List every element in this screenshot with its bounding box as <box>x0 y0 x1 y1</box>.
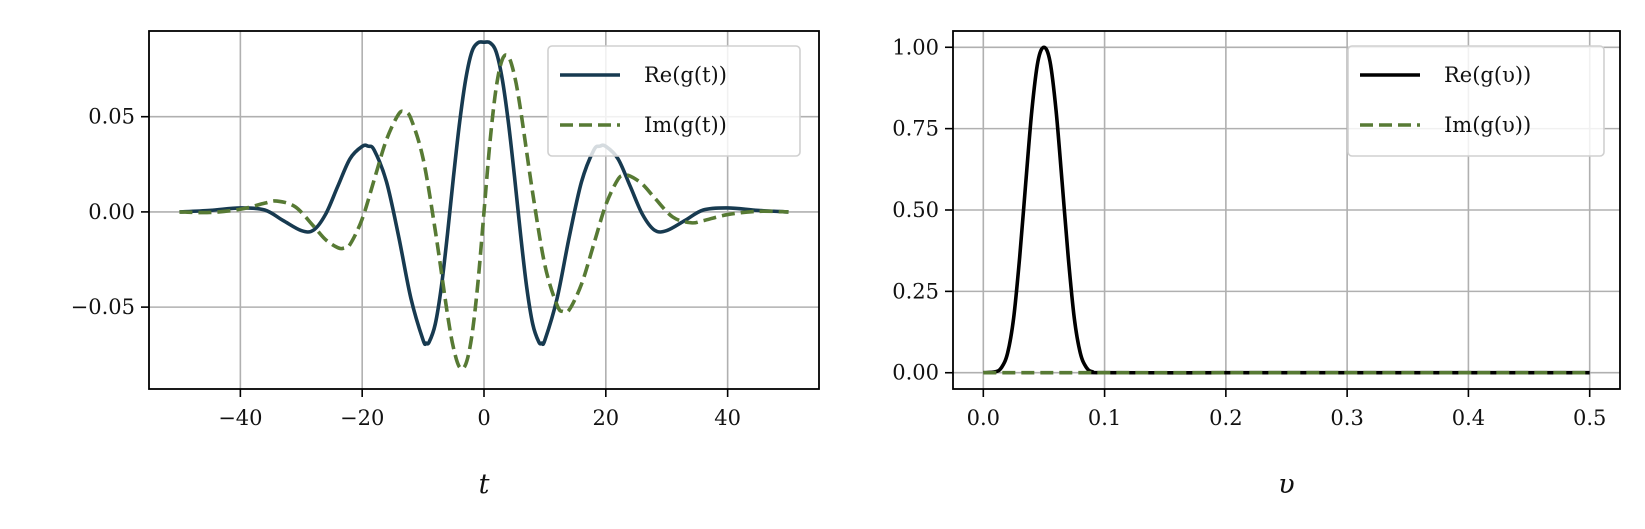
x-tick-label: 0.3 <box>1330 406 1363 430</box>
y-tick-label: 0.00 <box>88 200 135 224</box>
legend-label-2: Im(g(t)) <box>644 113 727 137</box>
y-tick-label: −0.05 <box>71 295 135 319</box>
x-tick-label: 20 <box>592 406 619 430</box>
chart-left: −40 −20 0 20 40 −0.05 0.00 0.05 t Re(g(t)) Im(g(t)… <box>71 30 820 500</box>
x-tick-label: −40 <box>218 406 262 430</box>
y-tick-label: 0.05 <box>88 105 135 129</box>
y-tick-label: 0.25 <box>892 279 939 303</box>
series-line-1 <box>179 40 789 347</box>
legend-label-1: Re(g(t)) <box>644 63 727 87</box>
x-tick-label: 0.4 <box>1452 406 1485 430</box>
series-group <box>179 40 789 371</box>
x-tick-label: 0 <box>477 406 490 430</box>
x-tick-label: 0.1 <box>1088 406 1121 430</box>
series-group <box>983 45 1590 375</box>
x-tick-label: 0.2 <box>1209 406 1242 430</box>
y-tick-label: 1.00 <box>892 35 939 59</box>
y-tick-label: 0.00 <box>892 361 939 385</box>
x-axis-label: t <box>479 469 490 500</box>
y-tick-label: 0.50 <box>892 198 939 222</box>
legend-label-1: Re(g(υ)) <box>1444 63 1531 87</box>
series-line-2 <box>179 53 789 371</box>
legend: Re(g(t)) Im(g(t)) <box>547 45 801 157</box>
x-tick-label: 40 <box>714 406 741 430</box>
x-tick-label: 0.0 <box>967 406 1000 430</box>
x-axis-label: υ <box>1278 469 1294 500</box>
y-tick-label: 0.75 <box>892 117 939 141</box>
x-tick-label: −20 <box>340 406 384 430</box>
x-tick-label: 0.5 <box>1573 406 1606 430</box>
chart-right: 0.0 0.1 0.2 0.3 0.4 0.5 0.00 0.25 0.50 0.75 1.00 υ R… <box>892 30 1621 500</box>
legend: Re(g(υ)) Im(g(υ)) <box>1347 45 1605 157</box>
legend-label-2: Im(g(υ)) <box>1444 113 1531 137</box>
